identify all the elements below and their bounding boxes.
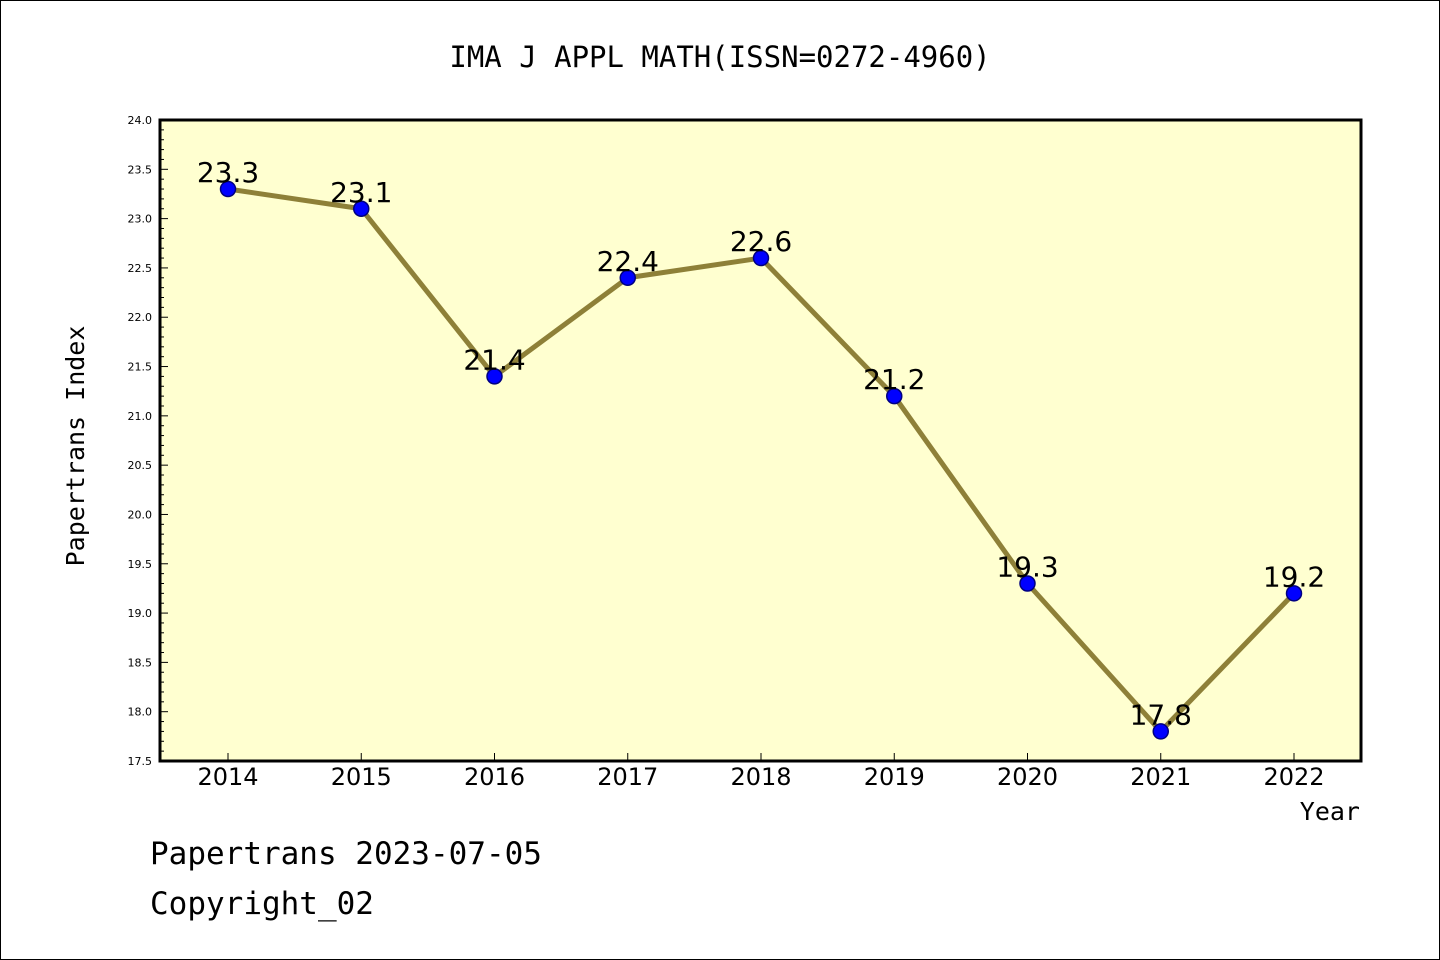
x-tick-label: 2019 (864, 763, 925, 791)
data-point (619, 269, 636, 287)
data-label: 22.4 (597, 245, 659, 278)
y-tick-label: 20.5 (128, 459, 153, 472)
data-label: 21.4 (463, 343, 525, 376)
data-label: 19.2 (1263, 560, 1325, 593)
y-tick-label: 18.5 (128, 656, 153, 669)
y-axis-label: Papertrans Index (61, 326, 90, 567)
y-tick-label: 20.0 (128, 508, 153, 521)
y-tick-label: 24.0 (128, 114, 153, 127)
y-axis-tick-labels: 17.5 18.0 18.5 19.0 19.5 20.0 20.5 21.0 21.5 22.0… (128, 114, 153, 768)
x-axis-label: Year (1300, 797, 1360, 826)
y-tick-label: 23.0 (128, 213, 153, 226)
data-label: 22.6 (730, 225, 792, 258)
x-tick-label: 2018 (730, 763, 791, 791)
y-tick-label: 21.5 (128, 361, 153, 374)
data-label: 19.3 (996, 550, 1058, 583)
footer-source-text: Papertrans 2023-07-05 (150, 836, 542, 872)
data-point (353, 200, 370, 218)
y-tick-label: 22.5 (128, 262, 153, 275)
data-label: 21.2 (863, 363, 925, 396)
x-tick-label: 2020 (997, 763, 1058, 791)
data-point (752, 249, 770, 267)
y-tick-label: 23.5 (128, 163, 153, 176)
x-tick-label: 2015 (331, 763, 392, 791)
data-point (219, 180, 237, 198)
point-marker-group (219, 180, 1303, 740)
y-tick-label: 21.0 (128, 410, 153, 423)
data-label: 17.8 (1130, 698, 1192, 731)
data-point (486, 368, 503, 385)
data-point (1019, 575, 1036, 592)
x-tick-label: 2022 (1263, 763, 1324, 791)
data-label: 23.1 (330, 176, 392, 209)
data-point (1285, 585, 1303, 602)
data-point (1152, 723, 1169, 740)
footer-copyright-text: Copyright_02 (150, 886, 374, 922)
data-label-group: 23.3 23.1 21.4 22.4 22.6 21.2 19.3 17.8 19.2 (197, 156, 1325, 731)
y-tick-label: 18.0 (128, 706, 153, 719)
y-tick-label: 22.0 (128, 311, 153, 324)
plot-frame (158, 118, 1363, 763)
x-tick-label: 2017 (597, 763, 658, 791)
x-tick-label: 2021 (1130, 763, 1191, 791)
y-tick-label: 17.5 (128, 755, 153, 768)
plot-area (160, 120, 1361, 761)
data-label: 23.3 (197, 156, 259, 189)
x-tick-label: 2014 (197, 763, 258, 791)
data-point (886, 387, 903, 405)
chart-title: IMA J APPL MATH(ISSN=0272-4960) (449, 40, 990, 74)
y-tick-label: 19.5 (128, 558, 153, 571)
x-tick-label: 2016 (464, 763, 525, 791)
x-axis-tick-labels: 2014 2015 2016 2017 2018 2019 2020 2021 2022 (197, 763, 1324, 791)
y-tick-label: 19.0 (128, 607, 153, 620)
